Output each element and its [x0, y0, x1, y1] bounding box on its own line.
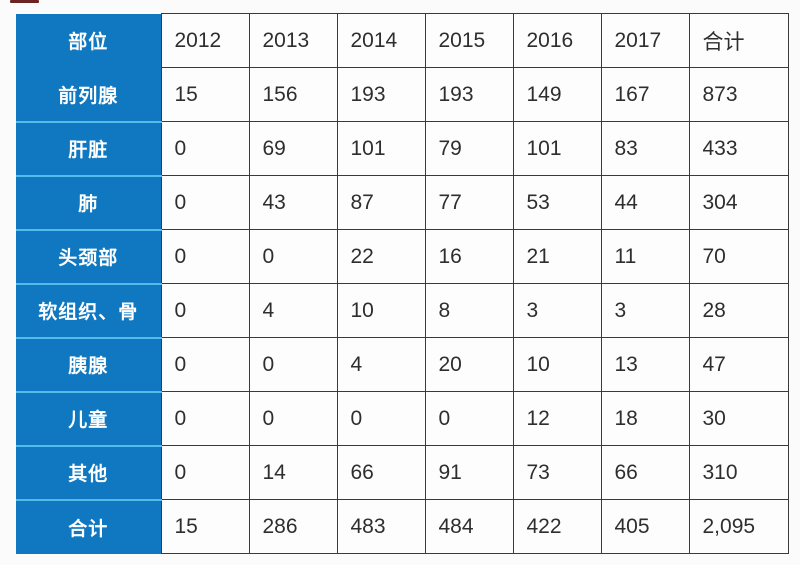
- value-cell: 2,095: [688, 499, 789, 554]
- value-cell: 8: [424, 283, 514, 338]
- value-cell: 0: [160, 445, 250, 500]
- table-row: 胰腺 0 0 4 20 10 13 47: [16, 337, 789, 393]
- year-header-cell: 2015: [424, 13, 514, 68]
- value-cell: 167: [600, 67, 690, 122]
- value-cell: 484: [424, 499, 514, 554]
- value-cell: 4: [336, 337, 426, 392]
- value-cell: 73: [512, 445, 602, 500]
- value-cell: 101: [336, 121, 426, 176]
- table-row: 其他 0 14 66 91 73 66 310: [16, 445, 789, 501]
- value-cell: 43: [248, 175, 338, 230]
- value-cell: 91: [424, 445, 514, 500]
- value-cell: 422: [512, 499, 602, 554]
- value-cell: 873: [688, 67, 789, 122]
- value-cell: 28: [688, 283, 789, 338]
- year-header-cell: 2012: [160, 13, 250, 68]
- value-cell: 0: [336, 391, 426, 446]
- value-cell: 286: [248, 499, 338, 554]
- value-cell: 13: [600, 337, 690, 392]
- value-cell: 0: [248, 391, 338, 446]
- value-cell: 77: [424, 175, 514, 230]
- value-cell: 14: [248, 445, 338, 500]
- value-cell: 47: [688, 337, 789, 392]
- value-cell: 79: [424, 121, 514, 176]
- value-cell: 0: [160, 175, 250, 230]
- value-cell: 483: [336, 499, 426, 554]
- value-cell: 3: [600, 283, 690, 338]
- table-row: 合计 15 286 483 484 422 405 2,095: [16, 499, 789, 554]
- row-label-cell: 儿童: [16, 391, 161, 447]
- value-cell: 44: [600, 175, 690, 230]
- row-label-cell: 合计: [16, 499, 161, 554]
- crop-artifact-top-left: [10, 0, 39, 3]
- value-cell: 10: [512, 337, 602, 392]
- year-header-cell: 2017: [600, 13, 690, 68]
- cases-by-site-table: 部位 2012 2013 2014 2015 2016 2017 合计 前列腺 15 156 193…: [16, 13, 789, 554]
- table-body: 前列腺 15 156 193 193 149 167 873 肝脏 0 69 101 79 101 83 43…: [16, 67, 789, 554]
- value-cell: 66: [336, 445, 426, 500]
- year-header-cell: 2013: [248, 13, 338, 68]
- value-cell: 149: [512, 67, 602, 122]
- year-header-cell: 2014: [336, 13, 426, 68]
- value-cell: 11: [600, 229, 690, 284]
- corner-header-cell: 部位: [16, 13, 161, 68]
- value-cell: 193: [336, 67, 426, 122]
- year-header-cell: 2016: [512, 13, 602, 68]
- value-cell: 0: [160, 229, 250, 284]
- row-label-cell: 肺: [16, 175, 161, 231]
- value-cell: 0: [160, 283, 250, 338]
- value-cell: 12: [512, 391, 602, 446]
- table-row: 前列腺 15 156 193 193 149 167 873: [16, 67, 789, 123]
- value-cell: 83: [600, 121, 690, 176]
- value-cell: 18: [600, 391, 690, 446]
- value-cell: 304: [688, 175, 789, 230]
- value-cell: 156: [248, 67, 338, 122]
- table-row: 儿童 0 0 0 0 12 18 30: [16, 391, 789, 447]
- value-cell: 30: [688, 391, 789, 446]
- value-cell: 193: [424, 67, 514, 122]
- value-cell: 22: [336, 229, 426, 284]
- row-label-cell: 肝脏: [16, 121, 161, 177]
- value-cell: 21: [512, 229, 602, 284]
- value-cell: 0: [248, 337, 338, 392]
- row-label-cell: 其他: [16, 445, 161, 501]
- value-cell: 16: [424, 229, 514, 284]
- value-cell: 0: [424, 391, 514, 446]
- value-cell: 4: [248, 283, 338, 338]
- value-cell: 10: [336, 283, 426, 338]
- value-cell: 15: [160, 499, 250, 554]
- value-cell: 0: [160, 391, 250, 446]
- row-label-cell: 前列腺: [16, 67, 161, 123]
- value-cell: 405: [600, 499, 690, 554]
- value-cell: 0: [248, 229, 338, 284]
- value-cell: 87: [336, 175, 426, 230]
- value-cell: 20: [424, 337, 514, 392]
- table-row: 肺 0 43 87 77 53 44 304: [16, 175, 789, 231]
- value-cell: 3: [512, 283, 602, 338]
- row-label-cell: 胰腺: [16, 337, 161, 393]
- row-label-cell: 软组织、骨: [16, 283, 161, 339]
- year-header-cell: 合计: [688, 13, 789, 68]
- value-cell: 433: [688, 121, 789, 176]
- value-cell: 0: [160, 337, 250, 392]
- value-cell: 310: [688, 445, 789, 500]
- value-cell: 69: [248, 121, 338, 176]
- table-row: 软组织、骨 0 4 10 8 3 3 28: [16, 283, 789, 339]
- value-cell: 101: [512, 121, 602, 176]
- table-row: 头颈部 0 0 22 16 21 11 70: [16, 229, 789, 285]
- value-cell: 15: [160, 67, 250, 122]
- value-cell: 66: [600, 445, 690, 500]
- row-label-cell: 头颈部: [16, 229, 161, 285]
- value-cell: 70: [688, 229, 789, 284]
- value-cell: 0: [160, 121, 250, 176]
- table-row: 肝脏 0 69 101 79 101 83 433: [16, 121, 789, 177]
- header-row: 部位 2012 2013 2014 2015 2016 2017 合计: [16, 13, 789, 68]
- value-cell: 53: [512, 175, 602, 230]
